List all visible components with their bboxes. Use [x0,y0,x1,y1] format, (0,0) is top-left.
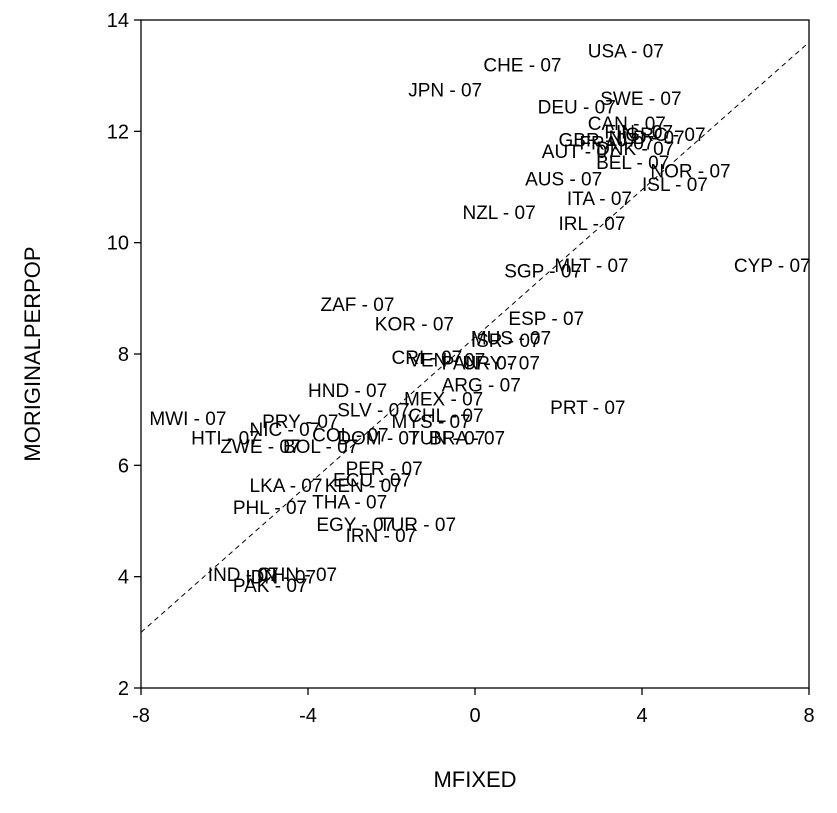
point-label: ISR - 07 [471,331,541,352]
point-label: EGY - 07 [316,515,394,536]
point-label: GRC - 07 [625,125,705,146]
point-label: ZAF - 07 [321,295,395,316]
point-label: SGP - 07 [504,262,582,283]
y-axis: 2 4 6 8 10 12 14 [107,10,141,700]
y-tick-label: 8 [118,344,129,366]
point-label: DEU - 07 [538,97,616,118]
point-label: CHN - 07 [258,565,337,586]
x-axis: -8 -4 0 4 8 [132,688,815,727]
point-label: NIC - 07 [250,420,321,441]
point-label: PRT - 07 [550,398,625,419]
point-label: COL - 07 [312,426,388,447]
point-label: SLV - 07 [337,401,410,422]
point-label: MWI - 07 [149,409,226,430]
point-label: CHE - 07 [483,56,561,77]
y-axis-title: MORIGINALPERPOP [20,246,45,461]
point-label: SWE - 07 [600,89,681,110]
point-label: PER - 07 [346,459,423,480]
point-label: KEN - 07 [325,476,402,497]
point-label: URY - 07 [462,353,539,374]
x-axis-title: MFIXED [433,767,516,792]
point-label: AUT - 07 [542,142,618,163]
point-label: TUN - 07 [408,429,485,450]
y-tick-label: 14 [107,10,129,32]
point-label: DNK - 07 [596,139,674,160]
point-label: ZWE - 07 [220,437,300,458]
point-label: CYP - 07 [734,256,811,277]
point-label: TUR - 07 [379,515,456,536]
point-label: CHL - 07 [408,406,483,427]
point-label: ARG - 07 [442,376,521,397]
point-label: BOL - 07 [283,437,358,458]
reference-line [140,41,810,633]
point-label: VEN - 07 [408,351,485,372]
point-label: THA - 07 [312,493,387,514]
point-label: IRL - 07 [559,214,626,235]
point-label: PRY - 07 [262,412,338,433]
point-label: DOM - 07 [337,429,419,450]
point-label: MUS - 07 [471,328,551,349]
point-label: ESP - 07 [508,309,584,330]
point-label: CAN - 07 [588,114,666,135]
point-label: ECU - 07 [333,470,411,491]
point-label: BEL - 07 [596,153,669,174]
point-label: AUS - 07 [525,170,602,191]
point-label: LKA - 07 [250,476,323,497]
point-label: FRA - 07 [579,133,654,154]
x-tick-label: -4 [299,705,317,727]
point-label: CRI - 07 [392,348,463,369]
y-tick-label: 10 [107,233,129,255]
point-label: MLT - 07 [554,256,628,277]
point-label: IND - 07 [208,565,279,586]
point-label: KOR - 07 [375,314,454,335]
point-label: NOR - 07 [650,161,730,182]
x-tick-label: 0 [469,705,480,727]
point-label: IRN - 07 [346,526,417,547]
y-tick-label: 4 [118,567,129,589]
point-label: MEX - 07 [404,390,483,411]
point-label: BRA - 07 [429,429,505,450]
point-label: IDN - 07 [245,568,316,589]
point-label: ISL - 07 [642,175,708,196]
point-label: HTI - 07 [191,429,260,450]
x-tick-label: -8 [132,705,150,727]
point-label: PHL - 07 [233,498,307,519]
point-label: JPN - 07 [408,81,482,102]
y-tick-label: 6 [118,455,129,477]
reference-line-layer [140,41,810,633]
x-tick-label: 8 [803,705,814,727]
y-tick-label: 12 [107,121,129,143]
y-tick-label: 2 [118,678,129,700]
point-label: MYS - 07 [392,412,471,433]
point-label: GBR - 07 [559,131,638,152]
point-label: HND - 07 [308,381,387,402]
point-label: PAK - 07 [233,576,308,597]
point-label: ITA - 07 [567,189,632,210]
point-label: USA - 07 [588,42,664,63]
point-label: NLD - 07 [609,128,685,149]
point-label: NZL - 07 [462,203,535,224]
point-label: FIN - 07 [604,122,673,143]
point-label: PAN - 07 [442,353,518,374]
x-tick-label: 4 [636,705,647,727]
